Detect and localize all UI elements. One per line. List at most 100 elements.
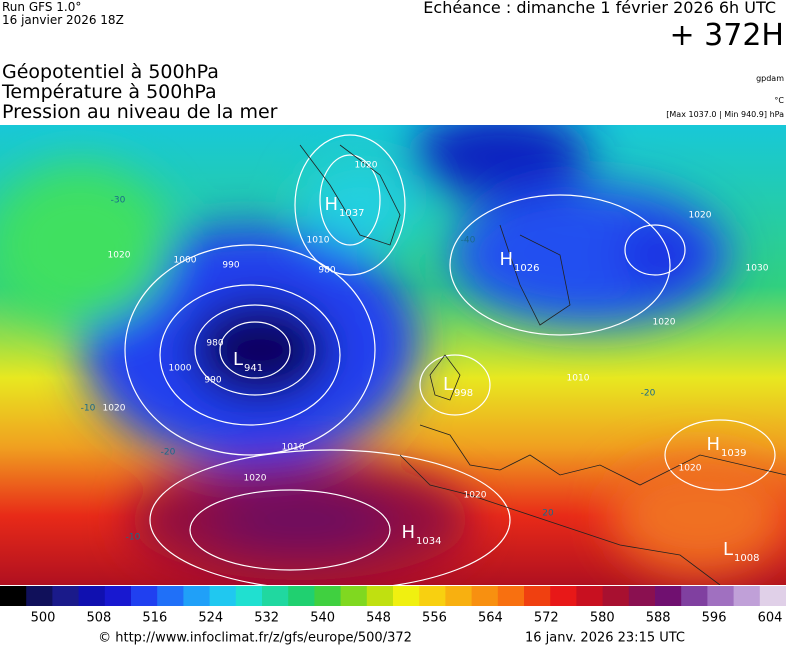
legend-swatch xyxy=(26,586,53,606)
legend-label: 532 xyxy=(254,611,279,626)
temperature-label: 20 xyxy=(542,509,554,519)
legend-swatch xyxy=(262,586,289,606)
legend-swatch xyxy=(733,586,761,606)
isobar-label: 1010 xyxy=(307,236,330,246)
footer-url: © http://www.infoclimat.fr/z/gfs/europe/… xyxy=(98,631,412,646)
legend-label: 580 xyxy=(590,611,615,626)
legend-swatch xyxy=(759,586,786,606)
legend-swatch xyxy=(366,586,394,606)
center-type: L xyxy=(723,539,733,560)
temperature-label: -20 xyxy=(161,448,176,458)
legend-swatch xyxy=(0,586,27,606)
legend-swatch xyxy=(157,586,184,606)
center-type: H xyxy=(401,522,415,543)
isobar-label: 1020 xyxy=(355,161,378,171)
legend-label: 524 xyxy=(198,611,223,626)
legend-swatch xyxy=(655,586,682,606)
isobar-label: 1020 xyxy=(679,464,702,474)
legend-swatch xyxy=(209,586,237,606)
legend-swatch xyxy=(235,586,263,606)
legend-swatch xyxy=(471,586,499,606)
isobar-label: 1020 xyxy=(653,318,676,328)
isobar-label: 1030 xyxy=(746,264,769,274)
legend-swatch xyxy=(497,586,525,606)
unit-temp: °C xyxy=(774,96,784,105)
isobar-label: 1020 xyxy=(464,491,487,501)
footer-time: 16 janv. 2026 23:15 UTC xyxy=(525,631,685,646)
isobar-label: 1000 xyxy=(169,364,192,374)
field-3: Pression au niveau de la mer xyxy=(2,101,278,123)
legend-label: 564 xyxy=(478,611,503,626)
legend-swatch xyxy=(602,586,630,606)
legend-label: 500 xyxy=(31,611,56,626)
isobar-label: 1010 xyxy=(567,374,590,384)
legend-swatch xyxy=(314,586,342,606)
center-value: 1039 xyxy=(721,448,746,459)
isobars xyxy=(124,134,776,585)
temperature-label: -20 xyxy=(641,389,656,399)
legend-swatch xyxy=(524,586,551,606)
legend-label: 540 xyxy=(310,611,335,626)
legend-label: 572 xyxy=(534,611,559,626)
isobar-label: 980 xyxy=(206,339,223,349)
legend-swatch xyxy=(628,586,656,606)
center-value: 941 xyxy=(244,363,263,374)
legend-swatch xyxy=(78,586,106,606)
legend: 500 508 516 524 532 540 548 556 564 572 580 588 596 6… xyxy=(0,586,786,646)
run-date: 16 janvier 2026 18Z xyxy=(2,13,124,27)
legend-label: 596 xyxy=(702,611,727,626)
legend-swatch xyxy=(445,586,473,606)
legend-swatch xyxy=(393,586,420,606)
temperature-label: -10 xyxy=(81,404,96,414)
isobar-label: 1020 xyxy=(103,404,126,414)
center-type: H xyxy=(499,249,513,270)
isobar-label: 1020 xyxy=(689,211,712,221)
center-type: L xyxy=(443,374,453,395)
center-type: H xyxy=(706,434,720,455)
isobar-label: 1000 xyxy=(174,256,197,266)
legend-label: 556 xyxy=(422,611,447,626)
isobar-label: 1020 xyxy=(108,251,131,261)
legend-swatch xyxy=(681,586,708,606)
legend-swatch xyxy=(550,586,577,606)
legend-label: 588 xyxy=(646,611,671,626)
legend-label: 548 xyxy=(366,611,391,626)
legend-swatch xyxy=(707,586,735,606)
temperature-label: -10 xyxy=(126,533,141,543)
legend-label: 516 xyxy=(142,611,167,626)
legend-swatch xyxy=(576,586,604,606)
legend-swatch xyxy=(183,586,211,606)
legend-swatch xyxy=(104,586,132,606)
legend-label: 604 xyxy=(758,611,783,626)
center-value: 1026 xyxy=(514,263,539,274)
legend-swatch xyxy=(288,586,315,606)
field-2: Température à 500hPa xyxy=(2,81,217,103)
isobar-label: 1010 xyxy=(282,443,305,453)
run: Run GFS 1.0° xyxy=(2,0,82,14)
field-blobs xyxy=(0,125,786,580)
unit-geo: gpdam xyxy=(756,74,784,83)
center-value: 1037 xyxy=(339,208,364,219)
legend-swatch xyxy=(419,586,446,606)
field-1: Géopotentiel à 500hPa xyxy=(2,61,219,83)
center-type: H xyxy=(324,194,338,215)
legend-swatch xyxy=(340,586,368,606)
center-type: L xyxy=(233,349,243,370)
legend-label: 508 xyxy=(87,611,112,626)
isobar-label: 990 xyxy=(204,376,221,386)
isobar-label: 980 xyxy=(318,266,335,276)
offset: + 372H xyxy=(669,18,785,53)
center-value: 1034 xyxy=(416,536,441,547)
temperature-label: -40 xyxy=(461,236,476,246)
center-value: 1008 xyxy=(734,553,759,564)
isobar-label: 990 xyxy=(222,261,239,271)
legend-swatch xyxy=(131,586,158,606)
isobar-label: 1020 xyxy=(244,474,267,484)
temperature-label: -30 xyxy=(111,196,126,206)
pressure-range: [Max 1037.0 | Min 940.9] hPa xyxy=(666,110,784,119)
echeance: Echéance : dimanche 1 février 2026 6h UT… xyxy=(423,0,776,17)
center-value: 998 xyxy=(454,388,473,399)
coastlines xyxy=(299,144,786,585)
